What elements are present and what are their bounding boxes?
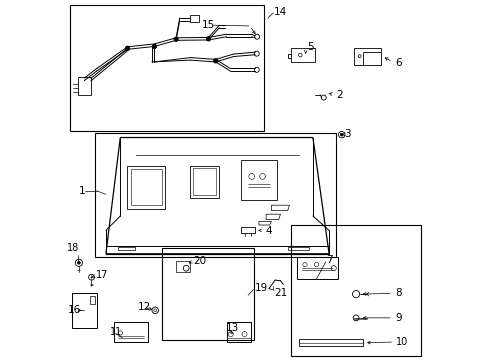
Text: 2: 2	[336, 90, 342, 100]
Circle shape	[152, 44, 156, 49]
Bar	[190, 15, 199, 22]
Text: 19: 19	[254, 283, 267, 293]
Text: 21: 21	[273, 288, 286, 298]
Text: 7: 7	[325, 255, 332, 265]
Bar	[95, 133, 336, 257]
Text: 20: 20	[193, 256, 206, 266]
Text: 10: 10	[395, 337, 407, 347]
Circle shape	[213, 59, 218, 63]
Text: 5: 5	[306, 42, 313, 52]
Circle shape	[340, 133, 343, 136]
Bar	[354, 48, 381, 65]
Bar	[78, 77, 91, 95]
Text: 17: 17	[96, 270, 108, 280]
Text: 14: 14	[273, 7, 286, 17]
Bar	[291, 225, 420, 356]
Text: 11: 11	[110, 327, 122, 337]
Text: 12: 12	[138, 302, 151, 312]
Bar	[363, 52, 381, 65]
Bar	[162, 248, 253, 340]
Circle shape	[125, 46, 129, 50]
Bar	[241, 227, 255, 233]
Circle shape	[77, 261, 80, 264]
Bar	[291, 48, 314, 62]
Bar	[296, 257, 337, 279]
Text: 18: 18	[67, 243, 80, 253]
Text: 16: 16	[68, 305, 81, 315]
Bar	[298, 339, 363, 346]
Text: 15: 15	[202, 20, 215, 30]
Text: 4: 4	[265, 226, 271, 236]
Bar	[70, 5, 264, 131]
Bar	[176, 261, 190, 272]
Text: 6: 6	[395, 58, 402, 68]
Circle shape	[206, 37, 210, 41]
Text: 8: 8	[395, 288, 402, 298]
Bar	[227, 322, 250, 342]
Text: 13: 13	[225, 323, 239, 333]
Bar	[114, 322, 148, 342]
Bar	[363, 52, 381, 65]
Bar	[72, 293, 97, 328]
Text: 9: 9	[395, 313, 402, 323]
Bar	[89, 296, 95, 304]
Circle shape	[174, 37, 178, 41]
Text: 3: 3	[344, 129, 350, 139]
Text: 1: 1	[79, 186, 85, 196]
